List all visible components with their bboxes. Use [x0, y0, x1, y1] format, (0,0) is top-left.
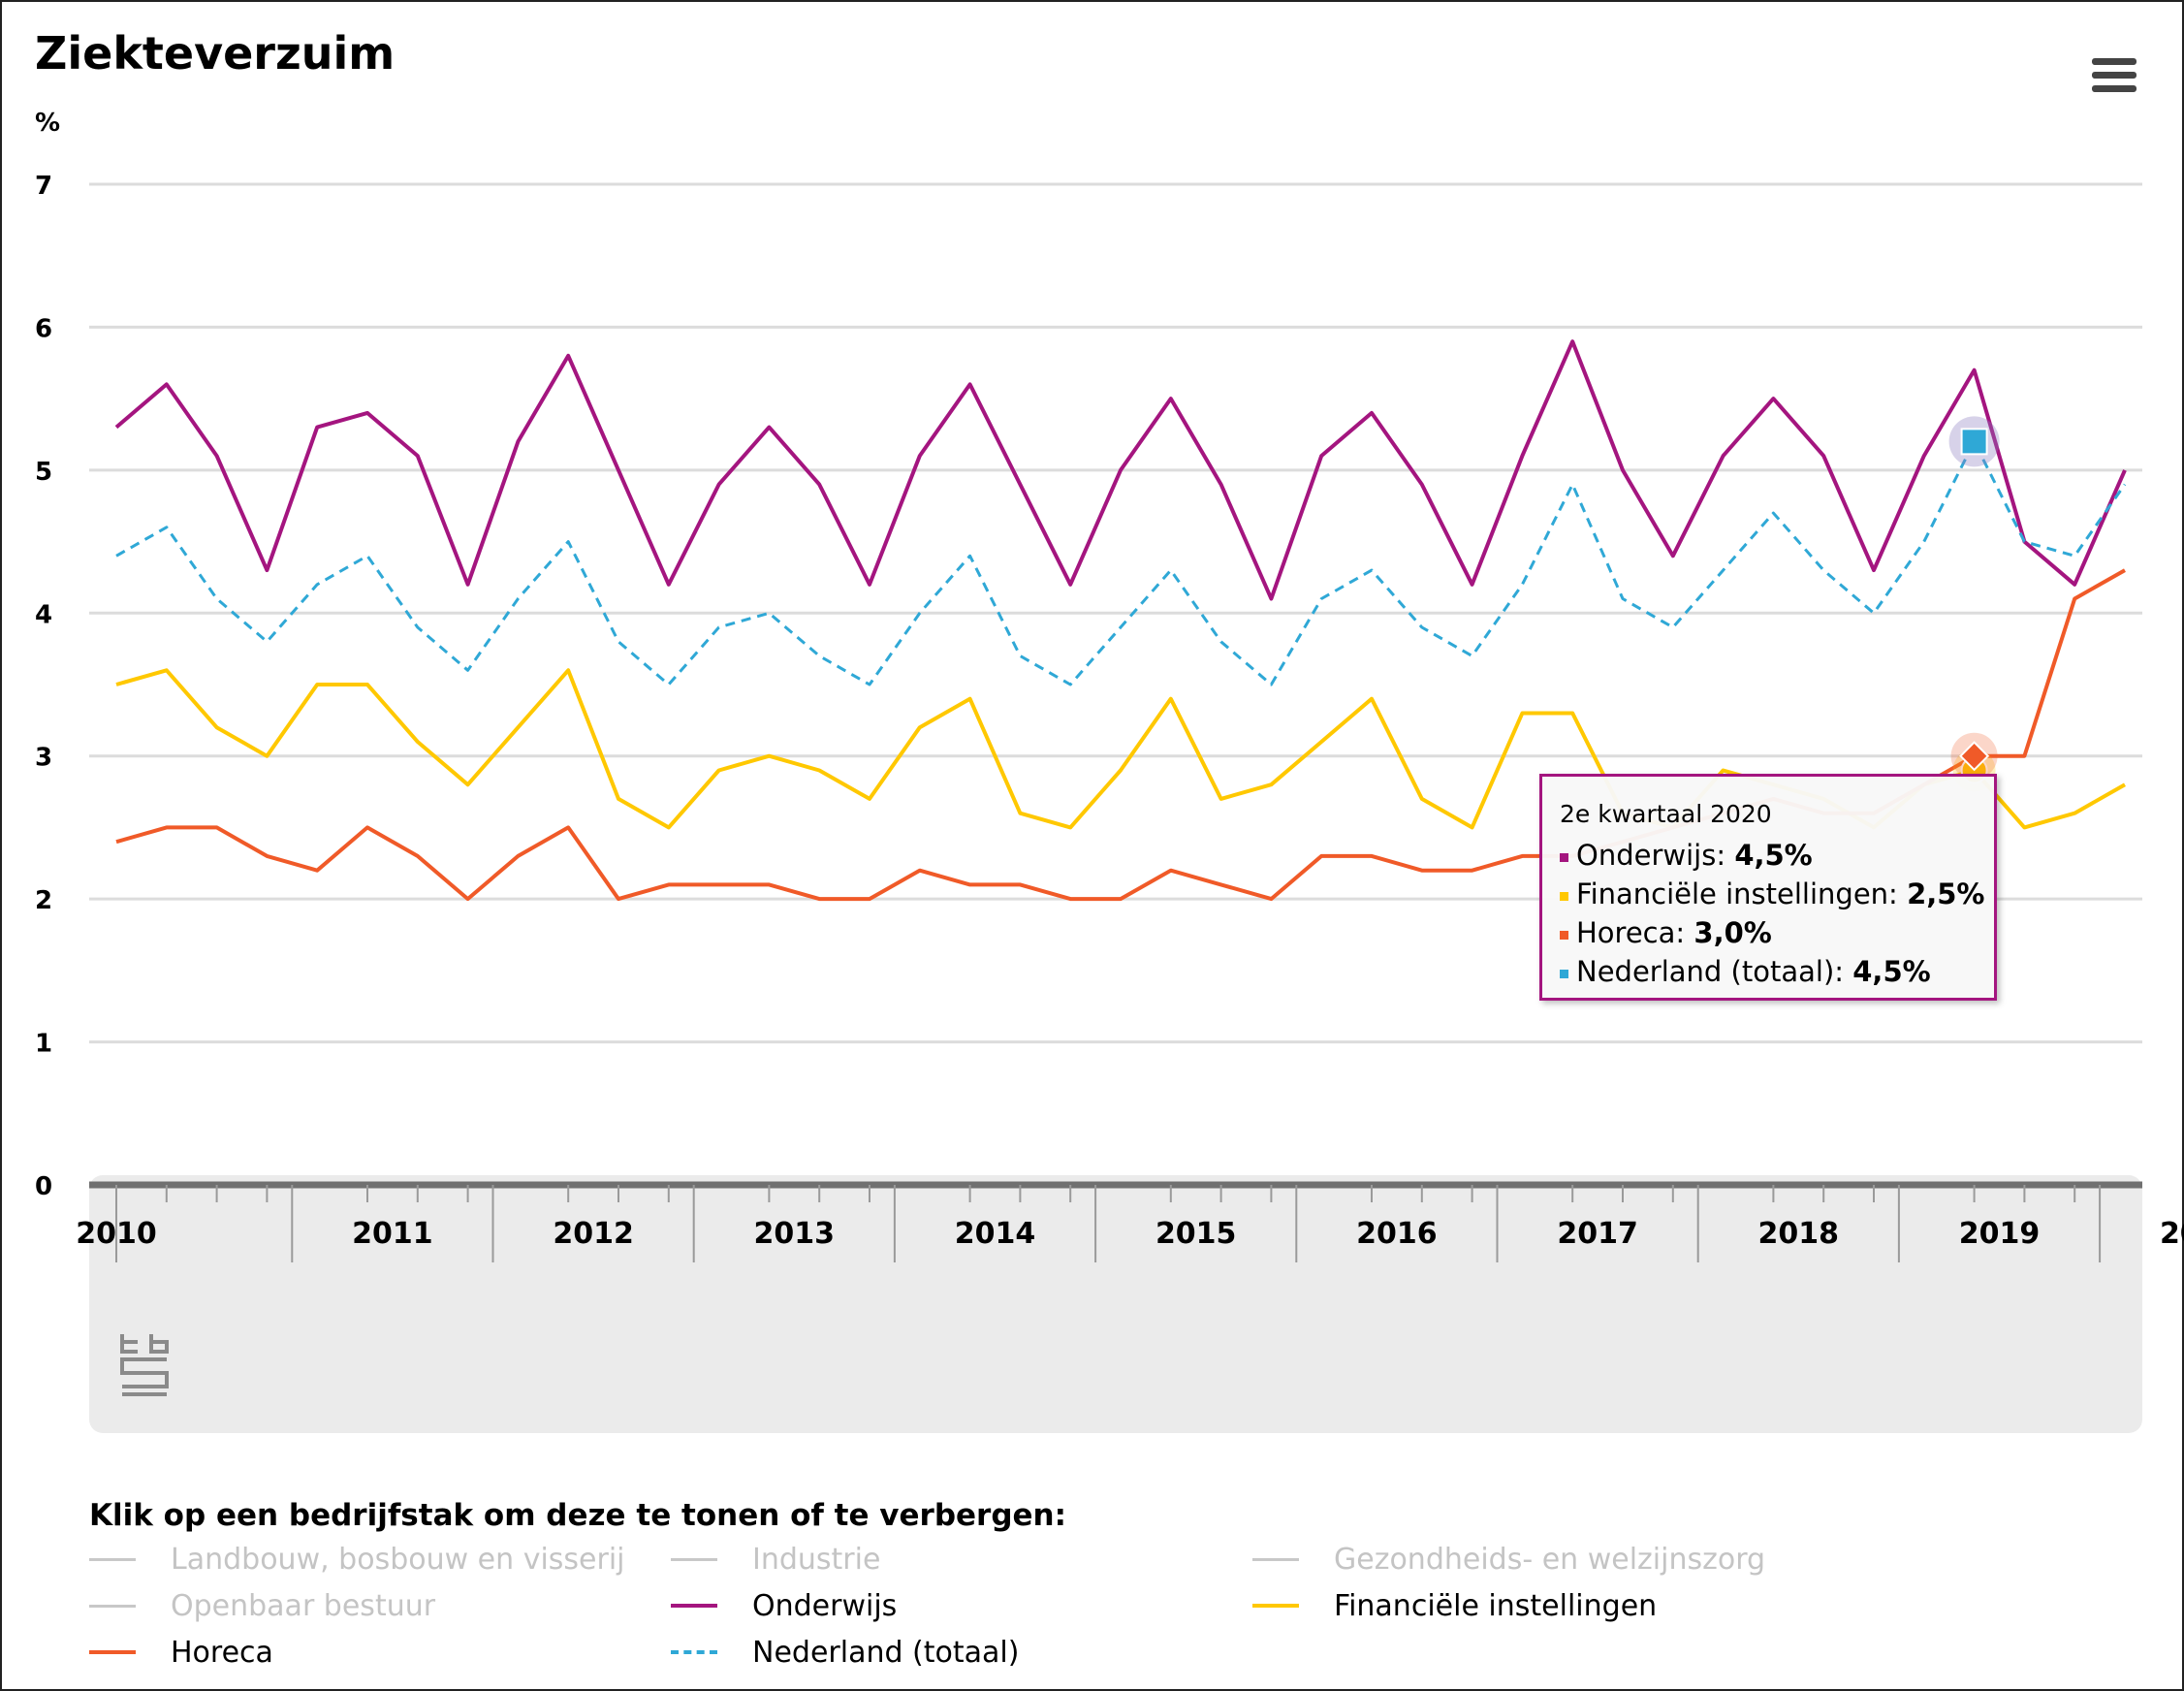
legend-label: Landbouw, bosbouw en visserij — [171, 1542, 625, 1577]
legend-item-landbouw[interactable]: Landbouw, bosbouw en visserij — [89, 1540, 625, 1579]
legend-label: Industrie — [752, 1542, 881, 1577]
x-tick-label: 2010 — [76, 1217, 157, 1251]
legend-title: Klik op een bedrijfstak om deze te tonen… — [89, 1498, 1066, 1533]
y-tick-label: 1 — [35, 1030, 52, 1059]
y-tick-label: 7 — [35, 172, 52, 201]
legend-label: Openbaar bestuur — [171, 1588, 436, 1623]
data-point-marker — [1959, 741, 1990, 772]
x-tick-label: 2014 — [955, 1217, 1036, 1251]
tooltip-title: 2e kwartaal 2020 — [1560, 800, 1772, 828]
tooltip-row-label: Horeca: — [1576, 916, 1694, 949]
legend-label: Onderwijs — [752, 1588, 898, 1623]
hamburger-menu-icon[interactable] — [2092, 58, 2137, 93]
legend-item-onderwijs[interactable]: Onderwijs — [671, 1586, 897, 1625]
tooltip-row-label: Nederland (totaal): — [1576, 955, 1853, 988]
legend-label: Nederland (totaal) — [752, 1635, 1020, 1670]
legend-item-openbaar-bestuur[interactable]: Openbaar bestuur — [89, 1586, 435, 1625]
grid-lines — [89, 182, 2142, 1044]
tooltip-row-value: 2,5% — [1907, 877, 1985, 910]
y-tick-label: 4 — [35, 600, 52, 629]
x-tick-label: 2012 — [553, 1217, 634, 1251]
legend-swatch — [89, 1604, 136, 1608]
x-axis: 2010 2011 2012 2013 2014 2015 2016 2017 2018 2019… — [76, 1181, 2184, 1262]
legend-swatch — [89, 1650, 136, 1654]
x-tick-label: 2016 — [1356, 1217, 1438, 1251]
tooltip-row-label: Onderwijs: — [1576, 839, 1735, 872]
tooltip-row: Horeca: 3,0% — [1560, 913, 1977, 952]
legend-swatch — [89, 1557, 136, 1561]
legend-swatch — [671, 1557, 717, 1561]
x-tick-label: 2018 — [1758, 1217, 1840, 1251]
legend-item-industrie[interactable]: Industrie — [671, 1540, 880, 1579]
y-axis-unit-label: % — [35, 109, 61, 138]
legend-swatch — [1252, 1557, 1299, 1561]
x-tick-label: 2020 — [2160, 1217, 2184, 1251]
legend-item-gezondheidszorg[interactable]: Gezondheids- en welzijnszorg — [1252, 1540, 1765, 1579]
y-axis-ticks: 0 1 2 3 4 5 6 7 — [35, 172, 52, 1201]
series-line — [115, 439, 2127, 686]
y-tick-label: 6 — [35, 314, 52, 343]
series-color-square — [1560, 930, 1568, 940]
tooltip-row: Nederland (totaal): 4,5% — [1560, 952, 1977, 991]
x-tick-label: 2019 — [1959, 1217, 2041, 1251]
x-tick-label: 2013 — [754, 1217, 836, 1251]
y-tick-label: 3 — [35, 744, 52, 773]
series-line — [114, 339, 2127, 601]
legend-item-horeca[interactable]: Horeca — [89, 1633, 273, 1672]
cbs-logo-icon — [120, 1334, 169, 1396]
series-color-square — [1560, 969, 1568, 978]
y-tick-label: 0 — [35, 1172, 52, 1201]
x-tick-label: 2017 — [1557, 1217, 1638, 1251]
legend-label: Gezondheids- en welzijnszorg — [1334, 1542, 1766, 1577]
navigator-background — [89, 1175, 2142, 1433]
tooltip-row: Onderwijs: 4,5% — [1560, 836, 1977, 875]
legend-item-financiele-instellingen[interactable]: Financiële instellingen — [1252, 1586, 1657, 1625]
chart-title: Ziekteverzuim — [35, 27, 396, 80]
tooltip-row-label: Financiële instellingen: — [1576, 877, 1908, 910]
legend-label: Financiële instellingen — [1334, 1588, 1658, 1623]
x-tick-label: 2015 — [1155, 1217, 1237, 1251]
data-point-marker — [1960, 428, 1988, 456]
y-tick-label: 5 — [35, 458, 52, 487]
tooltip: 2e kwartaal 2020 Onderwijs: 4,5% Financi… — [1539, 774, 1997, 1001]
legend-item-nederland-totaal[interactable]: Nederland (totaal) — [671, 1633, 1019, 1672]
legend-swatch — [1252, 1604, 1299, 1608]
tooltip-row-value: 4,5% — [1734, 839, 1813, 872]
tooltip-row-value: 3,0% — [1693, 916, 1772, 949]
legend-label: Horeca — [171, 1635, 273, 1670]
highlight-markers — [1948, 416, 2000, 792]
tooltip-row-value: 4,5% — [1852, 955, 1931, 988]
series-color-square — [1560, 891, 1568, 901]
y-tick-label: 2 — [35, 886, 52, 915]
legend-swatch — [671, 1604, 717, 1608]
legend-swatch — [671, 1650, 717, 1654]
tooltip-row: Financiële instellingen: 2,5% — [1560, 875, 1985, 913]
x-tick-label: 2011 — [352, 1217, 433, 1251]
series-color-square — [1560, 852, 1568, 862]
